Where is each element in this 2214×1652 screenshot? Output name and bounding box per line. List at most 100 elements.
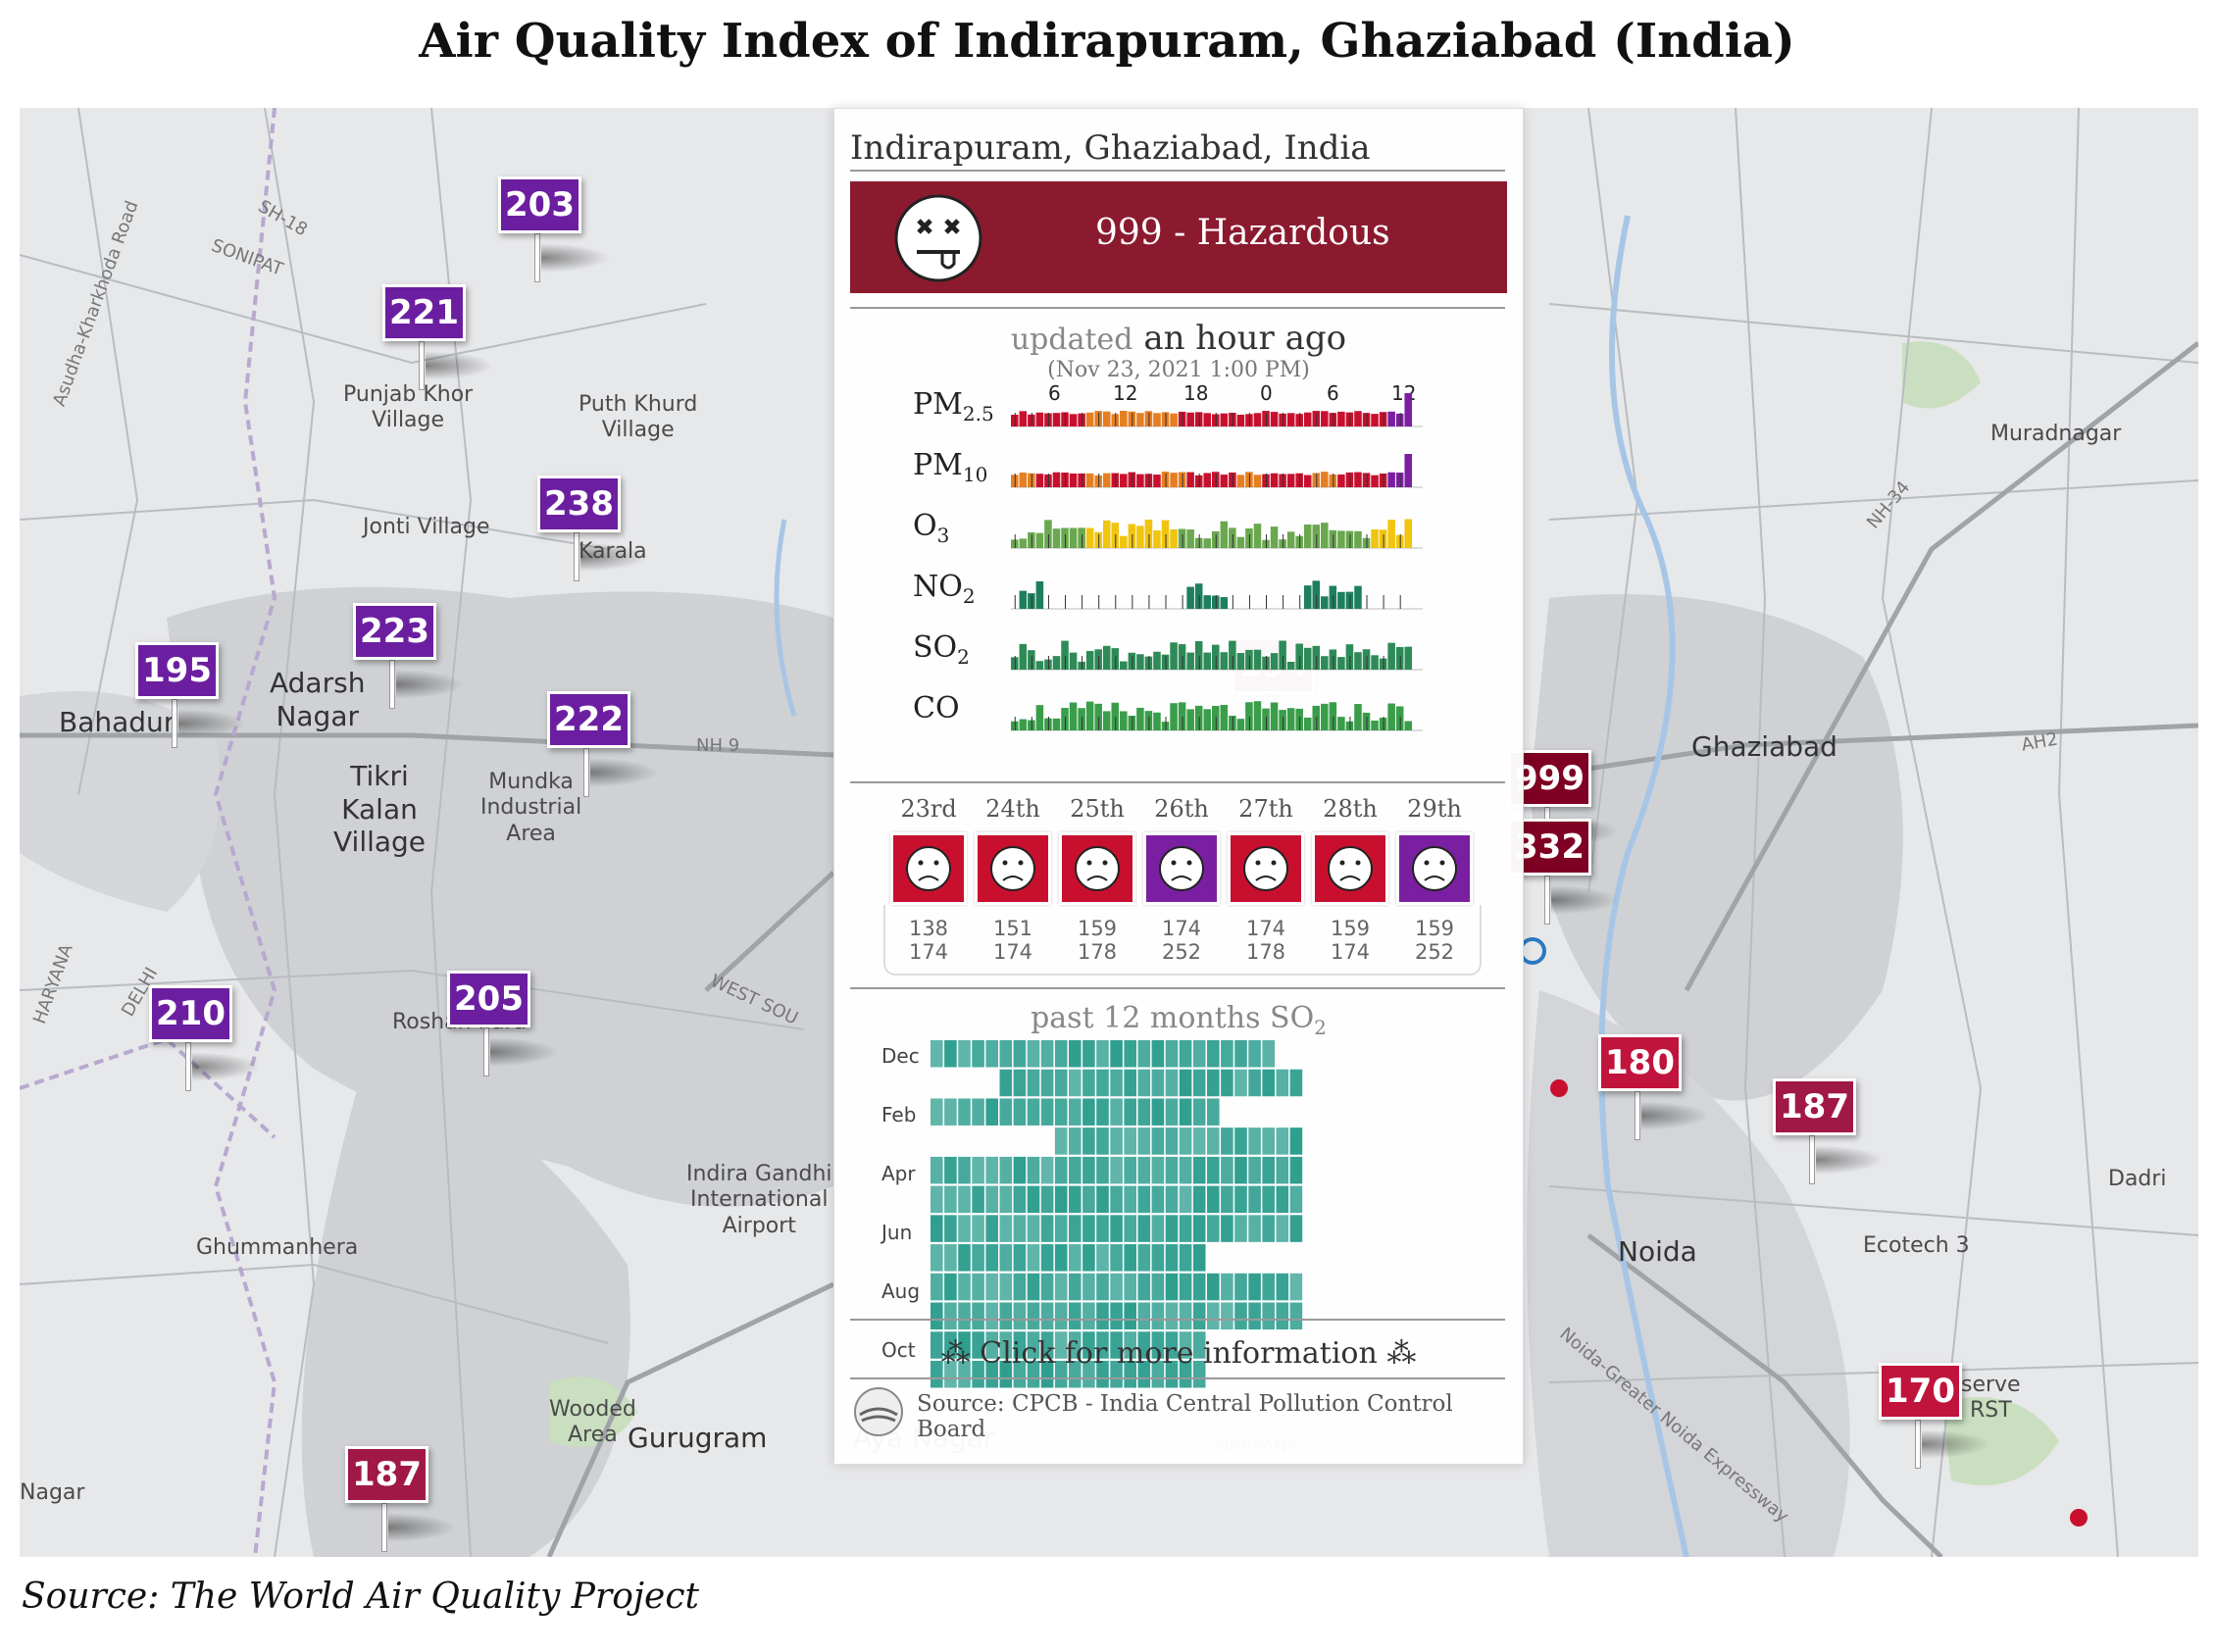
pollutant-label-sub: 2.5	[962, 402, 994, 426]
aqi-marker[interactable]: 187	[1773, 1078, 1885, 1216]
aqi-marker[interactable]: 238	[537, 476, 649, 613]
pollutant-bar	[1253, 649, 1262, 670]
calendar-cell	[1110, 1185, 1123, 1214]
divider	[850, 170, 1505, 172]
pollutant-bar	[1194, 412, 1203, 426]
calendar-cell	[985, 1215, 998, 1242]
pollutant-bar	[1295, 535, 1303, 548]
aqi-marker[interactable]: 221	[382, 284, 494, 422]
more-info-link[interactable]: ⁂ Click for more information ⁂	[940, 1336, 1417, 1371]
aqi-marker[interactable]: 195	[135, 642, 247, 779]
aqi-marker[interactable]: 187	[345, 1446, 457, 1557]
calendar-cell	[1069, 1215, 1082, 1242]
aqi-banner: 999 - Hazardous	[850, 181, 1507, 293]
pollutant-bar	[1379, 718, 1387, 730]
calendar-cell	[1096, 1098, 1109, 1126]
pollutant-bar	[1120, 535, 1128, 548]
aqi-marker[interactable]: 203	[498, 176, 610, 314]
calendar-cell	[1262, 1273, 1275, 1301]
calendar-cell	[1137, 1127, 1151, 1155]
calendar-cell	[1054, 1215, 1068, 1242]
pollutant-bar	[1262, 474, 1270, 487]
calendar-cell	[1289, 1273, 1303, 1301]
pollutant-bar	[1052, 528, 1061, 548]
calendar-cell	[1013, 1069, 1027, 1097]
pollutant-bar	[1085, 651, 1094, 670]
calendar-cell	[1192, 1244, 1206, 1272]
aqi-marker[interactable]: 223	[353, 603, 465, 740]
place-label-ghummanhera: Ghummanhera	[196, 1235, 359, 1260]
pollutant-bar	[1144, 411, 1153, 426]
pollutant-bar	[1387, 472, 1395, 487]
calendar-cell	[1234, 1185, 1247, 1214]
calendar-cell	[1151, 1185, 1165, 1214]
pollutant-bar	[1245, 414, 1253, 426]
calendar-cell	[1027, 1098, 1040, 1126]
pollutant-bar	[1094, 475, 1102, 487]
calendar-cell	[1276, 1127, 1289, 1155]
pollutant-label-main: PM	[913, 387, 963, 422]
aqi-marker[interactable]: 222	[547, 691, 659, 828]
pollutant-bar	[1035, 580, 1044, 609]
calendar-cell	[1221, 1273, 1233, 1301]
pollutant-bar	[1220, 652, 1229, 670]
calendar-cell	[1151, 1040, 1165, 1068]
calendar-cell	[1289, 1302, 1303, 1330]
pollutant-bar	[1212, 414, 1220, 426]
calendar-cell	[1082, 1098, 1095, 1126]
aqi-marker[interactable]: 170	[1879, 1363, 1990, 1500]
calendar-cell	[999, 1040, 1013, 1068]
calendar-cell	[1137, 1273, 1151, 1301]
calendar-cell	[1082, 1040, 1095, 1068]
aqi-marker-value: 210	[149, 985, 232, 1042]
calendar-cell	[985, 1302, 998, 1330]
calendar-cell	[999, 1302, 1013, 1330]
calendar-cell	[1151, 1098, 1165, 1126]
pollutant-bar	[1312, 473, 1321, 487]
pollutant-bar	[1286, 474, 1295, 487]
pollutant-bar	[1085, 473, 1094, 487]
aqi-marker[interactable]: 180	[1598, 1034, 1710, 1172]
calendar-cell	[1013, 1273, 1027, 1301]
calendar-cell	[1096, 1185, 1109, 1214]
pollutant-bar	[1144, 711, 1153, 730]
calendar-cell	[1110, 1098, 1123, 1126]
pollutant-bar	[1102, 473, 1111, 487]
aqi-marker-value: 203	[498, 176, 581, 233]
pollutant-bar	[1044, 520, 1052, 548]
pollutant-bar	[1061, 472, 1069, 487]
calendar-cell	[1082, 1215, 1095, 1242]
pollutant-bar	[1102, 520, 1111, 548]
calendar-cell	[1124, 1185, 1136, 1214]
calendar-cell	[1262, 1302, 1275, 1330]
pollutant-bar	[1102, 711, 1111, 730]
aqi-marker-value: 223	[353, 603, 436, 660]
pollutant-bar	[1236, 653, 1245, 670]
pollutant-bar	[1111, 473, 1120, 487]
calendar-cell	[1234, 1302, 1247, 1330]
forecast-day-label: 24th	[985, 795, 1040, 823]
calendar-cell	[1207, 1302, 1220, 1330]
marker-pole	[381, 1503, 387, 1552]
calendar-cell	[1165, 1069, 1179, 1097]
calendar-cell	[958, 1215, 971, 1242]
aqi-marker-value: 221	[382, 284, 466, 341]
calendar-cell	[1054, 1156, 1068, 1184]
pollutant-bar	[1286, 661, 1295, 670]
calendar-cell	[1096, 1156, 1109, 1184]
calendar-cell	[1096, 1127, 1109, 1155]
pollutant-bar	[1212, 595, 1220, 609]
aqi-marker[interactable]: 205	[447, 971, 559, 1108]
calendar-cell	[1234, 1127, 1247, 1155]
place-label-tikri-kalan: Tikri Kalan Village	[333, 760, 427, 859]
pollutant-bar	[1061, 412, 1069, 426]
station-popup[interactable]: Indirapuram, Ghaziabad, India 999 - Haza…	[833, 108, 1524, 1465]
forecast-max: 174	[992, 940, 1033, 965]
calendar-cell	[944, 1040, 957, 1068]
pollutant-bar	[1245, 472, 1253, 487]
calendar-cell	[985, 1273, 998, 1301]
aqi-marker[interactable]: 210	[149, 985, 261, 1123]
pollutant-bar	[1220, 413, 1229, 426]
pollutant-bar	[1035, 705, 1044, 730]
calendar-cell	[1082, 1156, 1095, 1184]
